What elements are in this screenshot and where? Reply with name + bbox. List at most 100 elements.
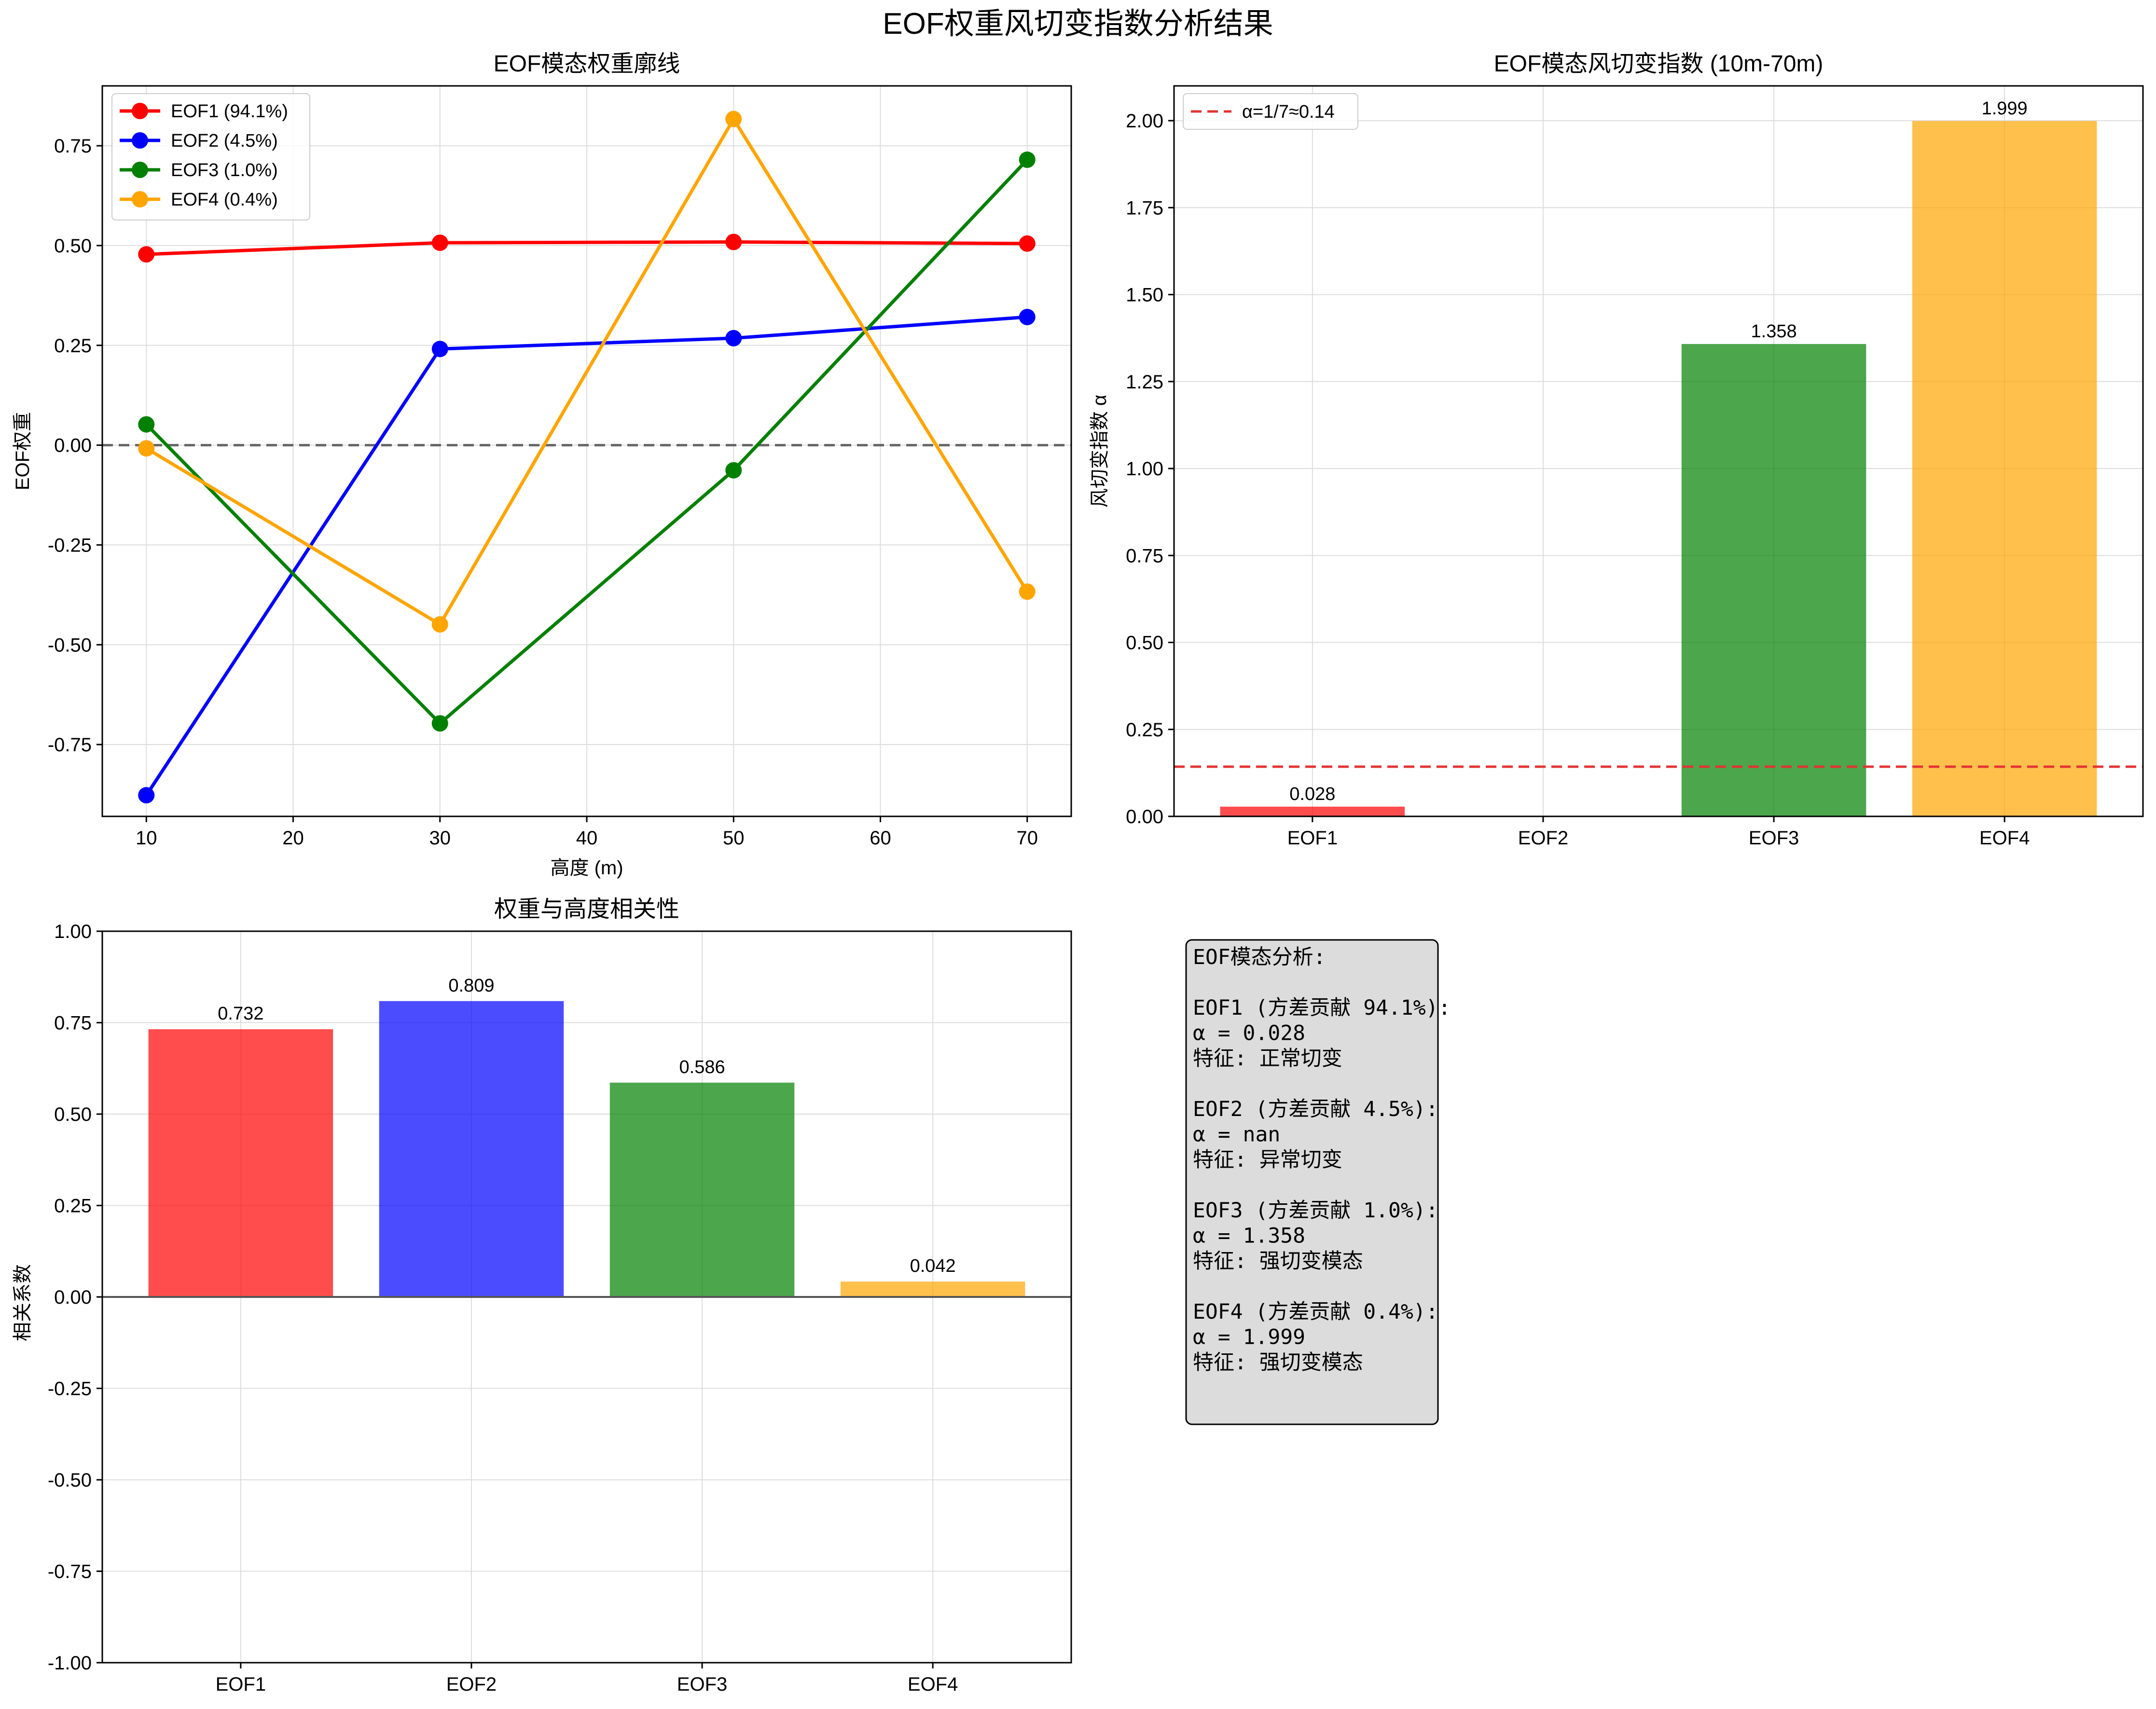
panel-title: 权重与高度相关性 [494,896,679,922]
textbox-line: α = 1.358 [1193,1224,1305,1248]
x-tick-label: 20 [282,827,304,849]
y-tick-label: -0.25 [48,535,92,556]
textbox-line: EOF4 (方差贡献 0.4%): [1193,1300,1438,1324]
y-tick-label: -0.25 [48,1378,92,1400]
panel-title: EOF模态风切变指数 (10m-70m) [1494,51,1824,77]
y-tick-label: 0.75 [54,1013,92,1034]
series-line-eof1 [146,240,1027,256]
x-tick-label: EOF4 [1979,827,2030,849]
bar-eof3 [1681,344,1866,816]
y-tick-label: -0.75 [48,734,92,756]
legend-marker-eof2 [132,132,148,149]
textbox-line: EOF3 (方差贡献 1.0%): [1193,1199,1438,1223]
y-tick-label: 1.50 [1126,285,1163,306]
y-tick-label: 0.75 [1126,545,1163,566]
textbox-line: EOF2 (方差贡献 4.5%): [1193,1097,1438,1121]
x-tick-label: EOF2 [1518,827,1568,849]
bar-value-label: 1.358 [1751,321,1797,342]
bar-value-label: 0.042 [910,1256,956,1276]
x-axis-label: 高度 (m) [550,857,623,879]
y-tick-label: 0.25 [1126,719,1163,741]
textbox-line: 特征: 异常切变 [1193,1148,1342,1172]
weight-height-correlation-panel: 0.732 0.809 0.586 0.042 EOF1 EOF2 EOF3 EOF4 -1.0… [12,896,1072,1695]
textbox-line: EOF模态分析: [1193,945,1326,969]
eof-weight-profile-panel: 10 20 30 40 50 60 70 -0.75 -0.50 -0.25 0.00 0.25 0.5… [12,51,1072,879]
series-line-eof3 [145,158,1029,725]
textbox-line: α = nan [1193,1123,1280,1147]
x-tick-label: EOF1 [216,1674,266,1695]
legend-marker-eof4 [132,191,148,207]
x-tick-label: 60 [870,827,891,849]
x-tick-label: EOF3 [1749,827,1799,849]
x-tick-label: 40 [576,827,598,849]
textbox-line: EOF1 (方差贡献 94.1%): [1193,996,1451,1020]
y-tick-label: 0.50 [54,1104,92,1125]
y-tick-label: 1.00 [1126,458,1163,480]
data-point-eof1 [725,234,742,250]
data-point-eof2 [138,787,155,804]
textbox-line: 特征: 强切变模态 [1193,1351,1363,1375]
legend-marker-eof1 [132,103,148,119]
bar-eof1 [1220,806,1405,816]
x-tick-label: EOF4 [908,1674,958,1695]
textbox-background [1185,939,1439,1425]
bar-value-label: 1.999 [1982,98,2028,119]
y-tick-label: 0.00 [54,1287,92,1308]
data-point-eof3 [1019,152,1036,168]
data-point-eof3 [725,462,742,479]
bar-eof1 [148,1029,333,1297]
bar-eof4 [1912,121,2097,817]
y-tick-label: -0.75 [48,1561,92,1583]
wind-shear-index-panel: 0.028 1.358 1.999 EOF1 EOF2 EOF3 EOF4 0.00 0.25 0… [1089,51,2144,849]
bar-value-label: 0.809 [448,976,494,996]
legend-label-eof2: EOF2 (4.5%) [171,131,278,151]
data-point-eof1 [138,246,155,263]
data-point-eof2 [1019,309,1036,326]
x-tick-label: 10 [136,827,157,849]
bar-eof4 [840,1282,1025,1297]
y-tick-label: 0.00 [54,435,92,456]
bar-value-label: 0.732 [218,1004,263,1024]
legend-label-eof1: EOF1 (94.1%) [171,101,288,122]
y-tick-label: 1.00 [54,921,92,942]
data-point-eof4 [431,616,448,633]
x-tick-label: 30 [429,827,451,849]
eof-summary-textbox: EOF模态分析: EOF1 (方差贡献 94.1%): α = 0.028 特征:… [1185,939,1451,1425]
textbox-line: α = 0.028 [1193,1021,1305,1046]
data-point-eof1 [431,234,448,251]
y-tick-label: 1.75 [1126,197,1163,219]
y-tick-label: -1.00 [48,1653,92,1674]
panel-title: EOF模态权重廓线 [494,51,680,77]
bar-value-label: 0.028 [1289,784,1335,804]
y-tick-label: 0.25 [54,335,92,357]
data-point-eof3 [431,715,448,732]
y-tick-label: -0.50 [48,1470,92,1491]
x-tick-label: EOF1 [1287,827,1338,849]
data-point-eof4 [1019,583,1036,600]
legend-box [1183,93,1358,130]
y-axis-label: 相关系数 [12,1264,33,1341]
legend-marker-eof3 [132,162,148,178]
y-tick-label: 0.50 [1126,633,1163,654]
textbox-line: α = 1.999 [1193,1325,1305,1350]
bar-value-label: 0.586 [679,1057,725,1077]
x-tick-label: 50 [723,827,745,849]
legend-box [111,93,310,221]
legend-label-eof4: EOF4 (0.4%) [171,190,278,210]
y-axis-label: EOF权重 [12,412,33,490]
data-point-eof4 [138,440,155,457]
legend-label-eof3: EOF3 (1.0%) [171,160,278,180]
plot-frame [1173,85,2144,817]
y-tick-label: 0.25 [54,1196,92,1217]
x-tick-label: EOF3 [677,1674,727,1695]
data-point-eof2 [431,341,448,358]
y-tick-label: 0.00 [1126,806,1163,827]
bar-eof2 [379,1001,564,1297]
legend-label-reference: α=1/7≈0.14 [1242,102,1335,122]
y-tick-label: 0.75 [54,136,92,157]
series-line-eof4 [145,117,1029,626]
data-point-eof1 [1019,235,1036,252]
data-point-eof3 [138,416,155,433]
y-tick-label: 2.00 [1126,110,1163,132]
y-tick-label: 0.50 [54,235,92,257]
